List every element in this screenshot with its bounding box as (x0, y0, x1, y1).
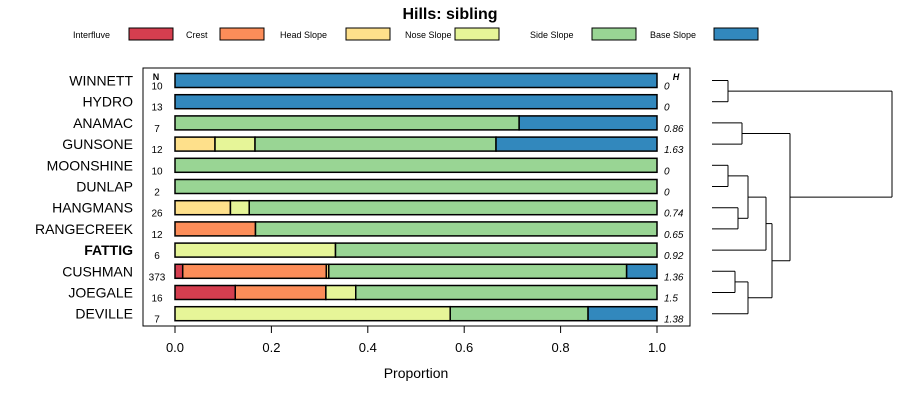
bar-segment-deville-nose-slope (174, 305, 451, 322)
n-column-header: N (153, 72, 160, 82)
legend-label-side-slope: Side Slope (530, 30, 574, 40)
n-value-cushman: 373 (149, 272, 166, 283)
bar-segment-cushman-crest (181, 263, 328, 280)
h-value-winnett: 0 (664, 82, 670, 93)
x-axis-label: Proportion (384, 365, 449, 381)
chart-title: Hills: sibling (402, 6, 497, 23)
category-label-cushman: CUSHMAN (62, 263, 133, 279)
legend-swatch-head-slope (345, 27, 391, 41)
n-value-winnett: 10 (151, 82, 163, 93)
n-value-hangmans: 26 (151, 209, 163, 220)
bar-segment-cushman-base-slope (625, 263, 658, 280)
chart-rows: WINNETT 10 0 HYDRO 13 0 ANAMAC 7 0.86 GUNSONE 12 1.… (35, 73, 684, 326)
h-value-joegale: 1.5 (664, 294, 678, 305)
bar-segment-winnett-base-slope (174, 72, 658, 89)
x-tick-label-0: 0.0 (166, 340, 184, 355)
h-value-fattig: 0.92 (664, 251, 684, 262)
n-value-moonshine: 10 (151, 166, 163, 177)
n-value-anamac: 7 (154, 124, 160, 135)
n-value-gunsone: 12 (151, 145, 163, 156)
bar-segment-joegale-crest (234, 284, 327, 301)
category-label-anamac: ANAMAC (73, 115, 133, 131)
bar-segment-hydro-base-slope (174, 93, 658, 110)
legend-label-nose-slope: Nose Slope (405, 30, 452, 40)
bar-segment-anamac-base-slope (518, 115, 658, 131)
h-value-hydro: 0 (664, 103, 670, 114)
category-label-winnett: WINNETT (69, 73, 133, 89)
x-axis: 0.0 0.2 0.4 0.6 0.8 1.0 (166, 326, 666, 355)
category-label-rangecreek: RANGECREEK (35, 221, 134, 237)
bar-segment-hangmans-head-slope (174, 199, 232, 216)
bar-segment-deville-base-slope (587, 305, 658, 322)
n-value-dunlap: 2 (154, 188, 160, 199)
bar-segment-rangecreek-side-slope (254, 221, 658, 237)
plot-frame (142, 67, 691, 327)
bar-segment-hangmans-nose-slope (229, 199, 250, 216)
legend-label-head-slope: Head Slope (280, 30, 327, 40)
bar-segment-gunsone-head-slope (174, 136, 216, 152)
bar-segment-deville-side-slope (449, 305, 589, 322)
x-tick-label-2: 0.4 (359, 340, 377, 355)
h-value-deville: 1.38 (664, 315, 684, 326)
bar-segment-rangecreek-crest (174, 221, 257, 237)
bar-segment-cushman-side-slope (328, 263, 628, 280)
legend-swatch-base-slope (713, 27, 759, 41)
bar-segment-cushman-interfluve (174, 263, 184, 280)
bar-segment-joegale-interfluve (174, 284, 236, 301)
h-value-anamac: 0.86 (664, 124, 684, 135)
bar-segment-anamac-side-slope (174, 115, 520, 131)
category-label-hydro: HYDRO (82, 94, 133, 110)
n-value-fattig: 6 (154, 251, 160, 262)
h-value-hangmans: 0.74 (664, 209, 684, 220)
x-tick-label-4: 0.8 (552, 340, 570, 355)
category-label-joegale: JOEGALE (68, 285, 133, 301)
n-value-rangecreek: 12 (151, 230, 163, 241)
legend-swatch-crest (219, 27, 265, 41)
legend: Interfluve Crest Head Slope Nose Slope Side … (73, 27, 759, 41)
category-label-fattig: FATTIG (84, 242, 133, 258)
h-value-gunsone: 1.63 (664, 145, 684, 156)
legend-swatch-interfluve (128, 27, 174, 41)
bar-segment-gunsone-side-slope (254, 136, 497, 152)
category-label-moonshine: MOONSHINE (47, 157, 133, 173)
bar-segment-joegale-side-slope (355, 284, 658, 301)
category-label-gunsone: GUNSONE (62, 136, 133, 152)
legend-label-interfluve: Interfluve (73, 30, 110, 40)
n-value-hydro: 13 (151, 103, 163, 114)
bar-segment-joegale-nose-slope (325, 284, 357, 301)
category-label-hangmans: HANGMANS (52, 200, 133, 216)
h-value-dunlap: 0 (664, 188, 670, 199)
dendrogram (712, 80, 893, 315)
bar-segment-gunsone-base-slope (495, 136, 658, 152)
bar-segment-fattig-side-slope (334, 242, 658, 258)
legend-swatch-side-slope (591, 27, 637, 41)
category-label-deville: DEVILLE (75, 306, 133, 322)
bar-segment-moonshine-side-slope (174, 157, 658, 174)
legend-label-crest: Crest (186, 30, 208, 40)
legend-label-base-slope: Base Slope (650, 30, 696, 40)
n-value-deville: 7 (154, 315, 160, 326)
bar-segment-hangmans-side-slope (248, 199, 658, 216)
bar-segment-gunsone-nose-slope (214, 136, 256, 152)
x-tick-label-1: 0.2 (262, 340, 280, 355)
h-column-header: H (673, 72, 680, 82)
bar-segment-fattig-nose-slope (174, 242, 337, 258)
x-tick-label-5: 1.0 (648, 340, 666, 355)
n-value-joegale: 16 (151, 294, 163, 305)
h-value-moonshine: 0 (664, 166, 670, 177)
bar-segment-dunlap-side-slope (174, 178, 658, 195)
h-value-cushman: 1.36 (664, 272, 684, 283)
legend-swatch-nose-slope (454, 27, 500, 41)
category-label-dunlap: DUNLAP (76, 179, 133, 195)
h-value-rangecreek: 0.65 (664, 230, 684, 241)
x-tick-label-3: 0.6 (455, 340, 473, 355)
